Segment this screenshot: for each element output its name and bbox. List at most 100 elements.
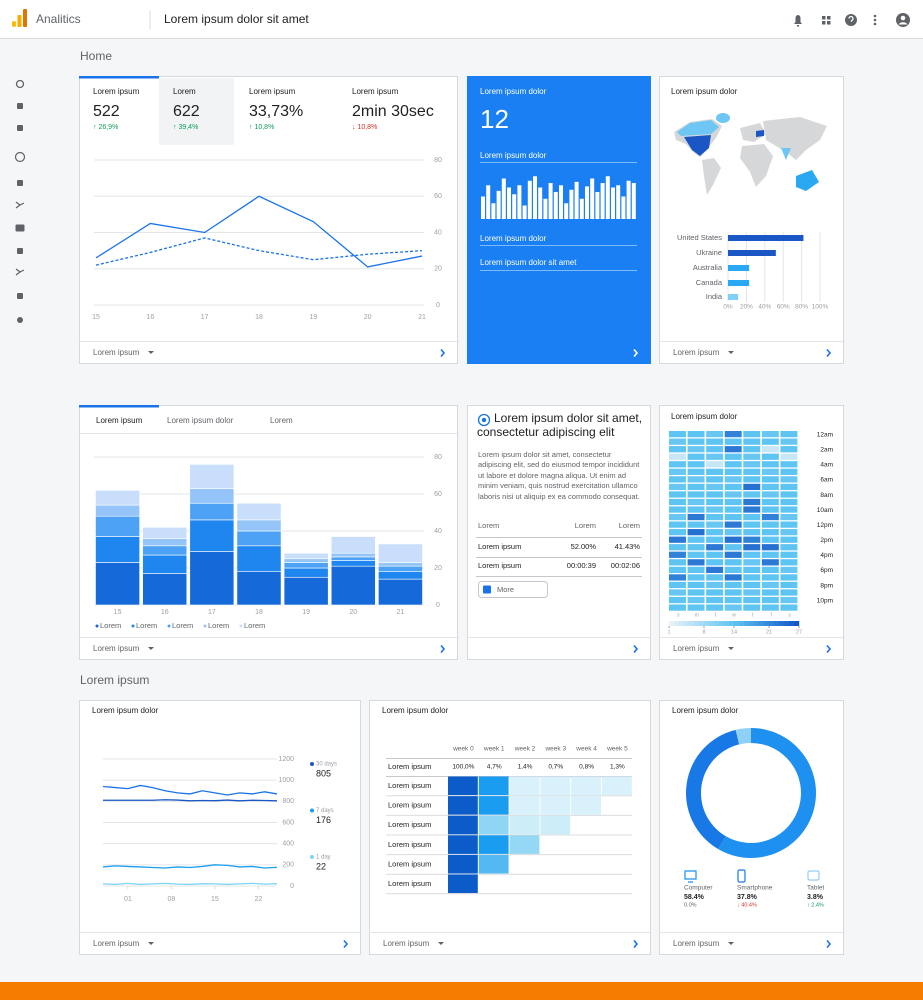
card-link[interactable]: Lorem ipsum dolor [480, 234, 547, 243]
next-link[interactable] [343, 939, 349, 949]
nav-icon[interactable] [17, 293, 23, 299]
dropdown-icon[interactable] [148, 647, 154, 650]
next-link[interactable] [826, 939, 832, 949]
tab-label[interactable]: Lorem ipsum [249, 87, 296, 96]
card-title: Lorem ipsum dolor [671, 87, 738, 96]
tab-label[interactable]: Lorem ipsum [96, 416, 143, 425]
cohort-cell [602, 776, 632, 796]
more-icon[interactable] [873, 22, 877, 26]
next-link[interactable] [826, 644, 832, 654]
bar-label: Australia [693, 263, 723, 272]
next-link[interactable] [826, 348, 832, 358]
apps-icon[interactable] [822, 21, 826, 25]
next-link[interactable] [440, 348, 446, 358]
tab-label[interactable]: Lorem ipsum [352, 87, 399, 96]
nav-icon[interactable] [17, 125, 23, 131]
nav-icon[interactable] [17, 248, 23, 254]
nav-icon[interactable] [17, 317, 23, 323]
legend-label: Lorem [100, 621, 121, 630]
footer-link[interactable]: Lorem ipsum [93, 348, 140, 357]
nav-icon[interactable] [17, 180, 23, 186]
footer-link[interactable]: Lorem ipsum [673, 644, 720, 653]
dropdown-icon[interactable] [148, 351, 154, 354]
apps-icon[interactable] [827, 16, 831, 20]
heatmap-cell [669, 513, 686, 521]
dropdown-icon[interactable] [728, 647, 734, 650]
tab-label[interactable]: Lorem [173, 87, 196, 96]
nav-icon[interactable] [15, 201, 25, 209]
tab-value: 2min 30sec [352, 103, 434, 120]
heatmap-cell [724, 446, 742, 453]
row-label: Lorem ipsum [388, 840, 431, 849]
next-link[interactable] [633, 348, 639, 358]
heatmap-cell [687, 498, 705, 506]
more-icon[interactable] [873, 14, 877, 18]
heatmap-cell [706, 544, 724, 551]
nav-icon[interactable] [15, 268, 25, 276]
x-tick-label: 0% [723, 304, 733, 311]
nav-icon[interactable] [17, 103, 23, 109]
heatmap-cell [724, 453, 742, 460]
more-button[interactable] [478, 581, 548, 598]
heatmap-cell [724, 589, 742, 596]
heatmap-cell [761, 513, 779, 521]
heatmap-cell [743, 431, 761, 438]
heatmap-cell [743, 498, 761, 506]
apps-icon[interactable] [827, 21, 831, 25]
heatmap-cell [761, 506, 779, 513]
cohort-cell [571, 776, 601, 796]
dropdown-icon[interactable] [728, 351, 734, 354]
nav-icon[interactable] [15, 224, 25, 232]
footer-link[interactable]: Lorem ipsum [93, 939, 140, 948]
heatmap-cell [687, 513, 705, 521]
bar [507, 187, 511, 219]
dropdown-icon[interactable] [438, 942, 444, 945]
map-region [684, 135, 711, 156]
card-title: Lorem ipsum dolor sit amet, consectetur … [477, 411, 643, 439]
bar-segment [283, 567, 329, 578]
heatmap-cell [687, 483, 705, 491]
bar-segment [142, 545, 188, 556]
dropdown-icon[interactable] [728, 942, 734, 945]
tab-label[interactable]: Lorem [270, 416, 293, 425]
heatmap-cell [780, 431, 798, 438]
heatmap-cell [687, 529, 705, 536]
next-link[interactable] [440, 644, 446, 654]
heatmap-cell [706, 491, 724, 498]
nav-icon[interactable] [14, 151, 26, 163]
footer-link[interactable]: Lorem ipsum [673, 348, 720, 357]
button-label[interactable]: More [497, 585, 514, 594]
next-link[interactable] [633, 939, 639, 949]
legend-tick-label: 8 [702, 629, 705, 635]
bar-segment [95, 536, 140, 563]
legend-swatch [749, 621, 755, 626]
column-label: m [695, 612, 699, 618]
row-label: 4pm [820, 552, 833, 559]
notifications-icon[interactable] [794, 15, 802, 27]
heatmap-cell [761, 476, 779, 483]
bar [512, 194, 517, 219]
cohort-cell [448, 796, 478, 815]
dropdown-icon[interactable] [148, 942, 154, 945]
card-link[interactable]: Lorem ipsum dolor sit amet [480, 258, 577, 267]
more-icon[interactable] [873, 18, 877, 22]
search-icon[interactable] [15, 79, 25, 89]
legend-swatch [779, 621, 785, 626]
heatmap-cell [724, 559, 742, 566]
bar-segment [283, 558, 329, 563]
help-icon[interactable] [845, 14, 857, 26]
footer-link[interactable]: Lorem ipsum [383, 939, 430, 948]
apps-icon[interactable] [822, 16, 826, 20]
row-label: 4am [820, 462, 833, 469]
account-icon-body [898, 22, 908, 25]
row-label: Lorem ipsum [388, 781, 431, 790]
tab-label[interactable]: Lorem ipsum [93, 87, 140, 96]
logo-dot [12, 21, 16, 27]
footer-link[interactable]: Lorem ipsum [673, 939, 720, 948]
y-tick-label: 0 [436, 302, 440, 309]
footer-link[interactable]: Lorem ipsum [93, 644, 140, 653]
bar [574, 181, 579, 219]
heatmap-cell [780, 566, 798, 573]
tab-label[interactable]: Lorem ipsum dolor [167, 416, 234, 425]
next-link[interactable] [633, 644, 639, 654]
